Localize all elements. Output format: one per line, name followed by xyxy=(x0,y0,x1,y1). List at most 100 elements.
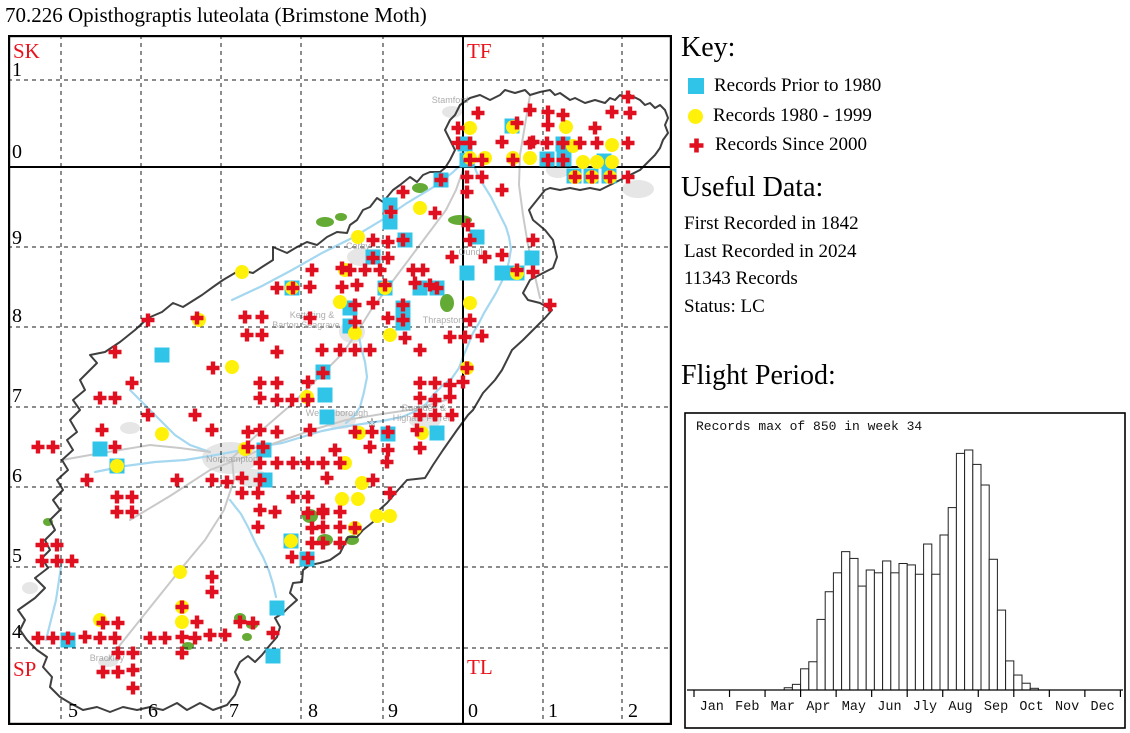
record-marker-cross xyxy=(463,136,477,150)
record-marker-cross xyxy=(333,343,347,357)
month-label: Apr xyxy=(806,700,830,715)
flight-period-bar xyxy=(865,569,875,691)
record-marker-cross xyxy=(398,331,412,345)
road-line xyxy=(107,457,236,661)
record-marker-square xyxy=(382,197,398,213)
grid-100km-square-label: TF xyxy=(467,39,492,63)
grid-row-label: 4 xyxy=(12,621,22,643)
record-marker-cross xyxy=(35,538,49,552)
grid-col-label: 9 xyxy=(388,700,398,722)
record-marker-cross xyxy=(240,328,254,342)
record-marker-cross xyxy=(556,153,570,167)
legend-label: Records Prior to 1980 xyxy=(714,75,882,96)
record-marker-cross xyxy=(541,118,555,132)
record-marker-cross xyxy=(31,440,45,454)
month-label: Feb xyxy=(735,700,759,715)
urban-area xyxy=(120,422,140,434)
place-label: Northampton xyxy=(206,454,258,464)
record-marker-cross xyxy=(315,343,329,357)
record-marker-cross xyxy=(270,425,284,439)
record-marker-cross xyxy=(170,473,184,487)
record-marker-cross xyxy=(110,490,124,504)
road-line xyxy=(129,399,447,521)
record-marker-cross xyxy=(143,631,157,645)
record-marker-cross xyxy=(205,423,219,437)
record-marker-cross xyxy=(65,554,79,568)
record-marker-cross xyxy=(348,298,362,312)
record-marker-circle xyxy=(383,509,397,523)
record-marker-circle xyxy=(225,360,239,374)
records-since-2000-cross-icon xyxy=(689,138,704,152)
record-marker-cross xyxy=(443,330,457,344)
place-label: Oundle xyxy=(458,247,487,257)
record-marker-cross xyxy=(96,665,110,679)
flight-period-bar xyxy=(841,551,851,691)
record-marker-cross xyxy=(623,106,637,120)
record-marker-cross xyxy=(316,520,330,534)
record-marker-cross xyxy=(125,490,139,504)
record-marker-cross xyxy=(253,423,267,437)
river-line xyxy=(228,498,278,599)
record-marker-cross xyxy=(543,298,557,312)
record-marker-cross xyxy=(590,136,604,150)
flight-period-bar xyxy=(980,484,990,691)
record-marker-cross xyxy=(220,475,234,489)
record-marker-cross xyxy=(126,663,140,677)
record-marker-cross xyxy=(363,440,377,454)
record-marker-cross xyxy=(458,330,472,344)
flight-period-heading: Flight Period: xyxy=(681,360,836,391)
record-marker-circle xyxy=(590,155,604,169)
flight-period-bar xyxy=(890,572,900,691)
record-marker-cross xyxy=(430,281,444,295)
flight-period-bar xyxy=(1005,660,1015,691)
record-marker-cross xyxy=(428,408,442,422)
record-marker-cross xyxy=(251,520,265,534)
record-marker-cross xyxy=(141,408,155,422)
record-marker-cross xyxy=(381,311,395,325)
road-line xyxy=(61,443,211,461)
record-marker-cross xyxy=(316,366,330,380)
record-marker-circle xyxy=(335,492,349,506)
record-marker-cross xyxy=(255,310,269,324)
grid-row-label: 5 xyxy=(12,545,22,567)
record-marker-square xyxy=(382,214,398,230)
flight-period-bar xyxy=(906,564,916,691)
place-label: Barton Seagrave xyxy=(272,320,340,330)
record-marker-square xyxy=(494,265,510,281)
record-marker-cross xyxy=(238,310,252,324)
record-marker-cross xyxy=(285,550,299,564)
flight-period-bar xyxy=(988,558,998,691)
urban-area xyxy=(22,582,38,594)
record-marker-cross xyxy=(333,456,347,470)
record-marker-cross xyxy=(585,170,599,184)
record-marker-cross xyxy=(303,280,317,294)
record-marker-cross xyxy=(190,615,204,629)
grid-col-label: 8 xyxy=(308,700,318,722)
legend-item-1980-1999: Records 1980 - 1999 xyxy=(688,105,872,127)
record-marker-cross xyxy=(556,108,570,122)
record-marker-cross xyxy=(108,391,122,405)
grid-col-label: 0 xyxy=(468,700,478,722)
record-marker-cross xyxy=(270,456,284,470)
month-label: Jun xyxy=(877,700,901,715)
record-marker-cross xyxy=(110,505,124,519)
record-marker-cross xyxy=(605,105,619,119)
record-marker-cross xyxy=(316,536,330,550)
grid-col-label: 7 xyxy=(229,700,239,722)
grid-row-label: 9 xyxy=(12,227,22,249)
record-marker-cross xyxy=(203,628,217,642)
star-symbol: ☆ xyxy=(366,415,378,430)
record-marker-cross xyxy=(621,136,635,150)
record-marker-cross xyxy=(568,170,582,184)
record-marker-circle xyxy=(351,230,365,244)
record-marker-circle xyxy=(383,328,397,342)
record-marker-circle xyxy=(559,120,573,134)
record-marker-cross xyxy=(383,486,397,500)
record-marker-cross xyxy=(413,391,427,405)
record-marker-cross xyxy=(413,376,427,390)
record-marker-cross xyxy=(270,281,284,295)
woodland-patch xyxy=(335,213,347,221)
record-marker-square xyxy=(429,425,445,441)
record-marker-cross xyxy=(111,616,125,630)
record-marker-cross xyxy=(475,170,489,184)
